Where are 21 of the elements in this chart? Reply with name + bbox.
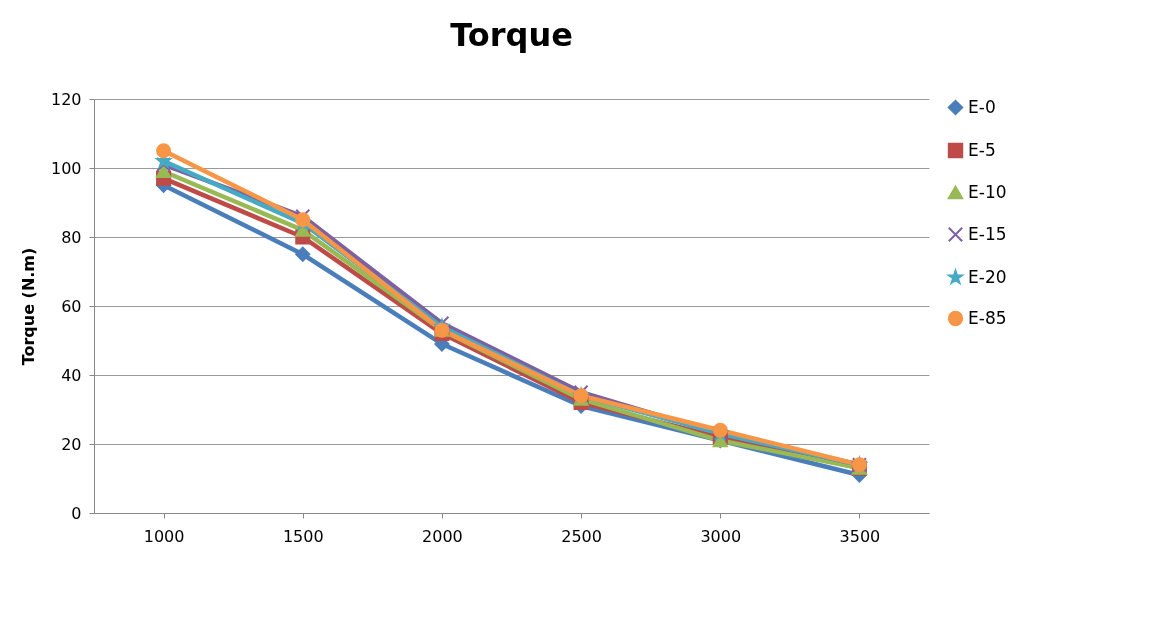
y-tick-label: 0 — [71, 503, 82, 523]
x-tick-label: 2000 — [422, 526, 463, 546]
legend-label: E-85 — [968, 307, 1007, 328]
legend-label: E-20 — [968, 266, 1007, 287]
legend-label: E-10 — [968, 181, 1007, 202]
x-tick-label: 3500 — [839, 526, 881, 546]
y-tick-label: 40 — [61, 365, 82, 385]
x-tick-label: 1500 — [282, 526, 324, 546]
legend-label: E-5 — [968, 139, 996, 160]
legend-label: E-0 — [968, 96, 996, 117]
y-tick-label: 60 — [61, 296, 82, 316]
y-tick-label: 20 — [61, 434, 82, 454]
x-tick-label: 2500 — [561, 526, 602, 546]
y-axis-title: Torque (N.m) — [18, 247, 38, 366]
legend-label: E-15 — [968, 223, 1007, 244]
x-tick-label: 1000 — [143, 526, 185, 546]
x-tick-label: 3000 — [700, 526, 742, 546]
y-tick-label: 80 — [61, 227, 82, 247]
chart-title: Torque — [450, 16, 573, 54]
y-tick-label: 120 — [50, 89, 82, 109]
y-tick-label: 100 — [50, 158, 82, 178]
